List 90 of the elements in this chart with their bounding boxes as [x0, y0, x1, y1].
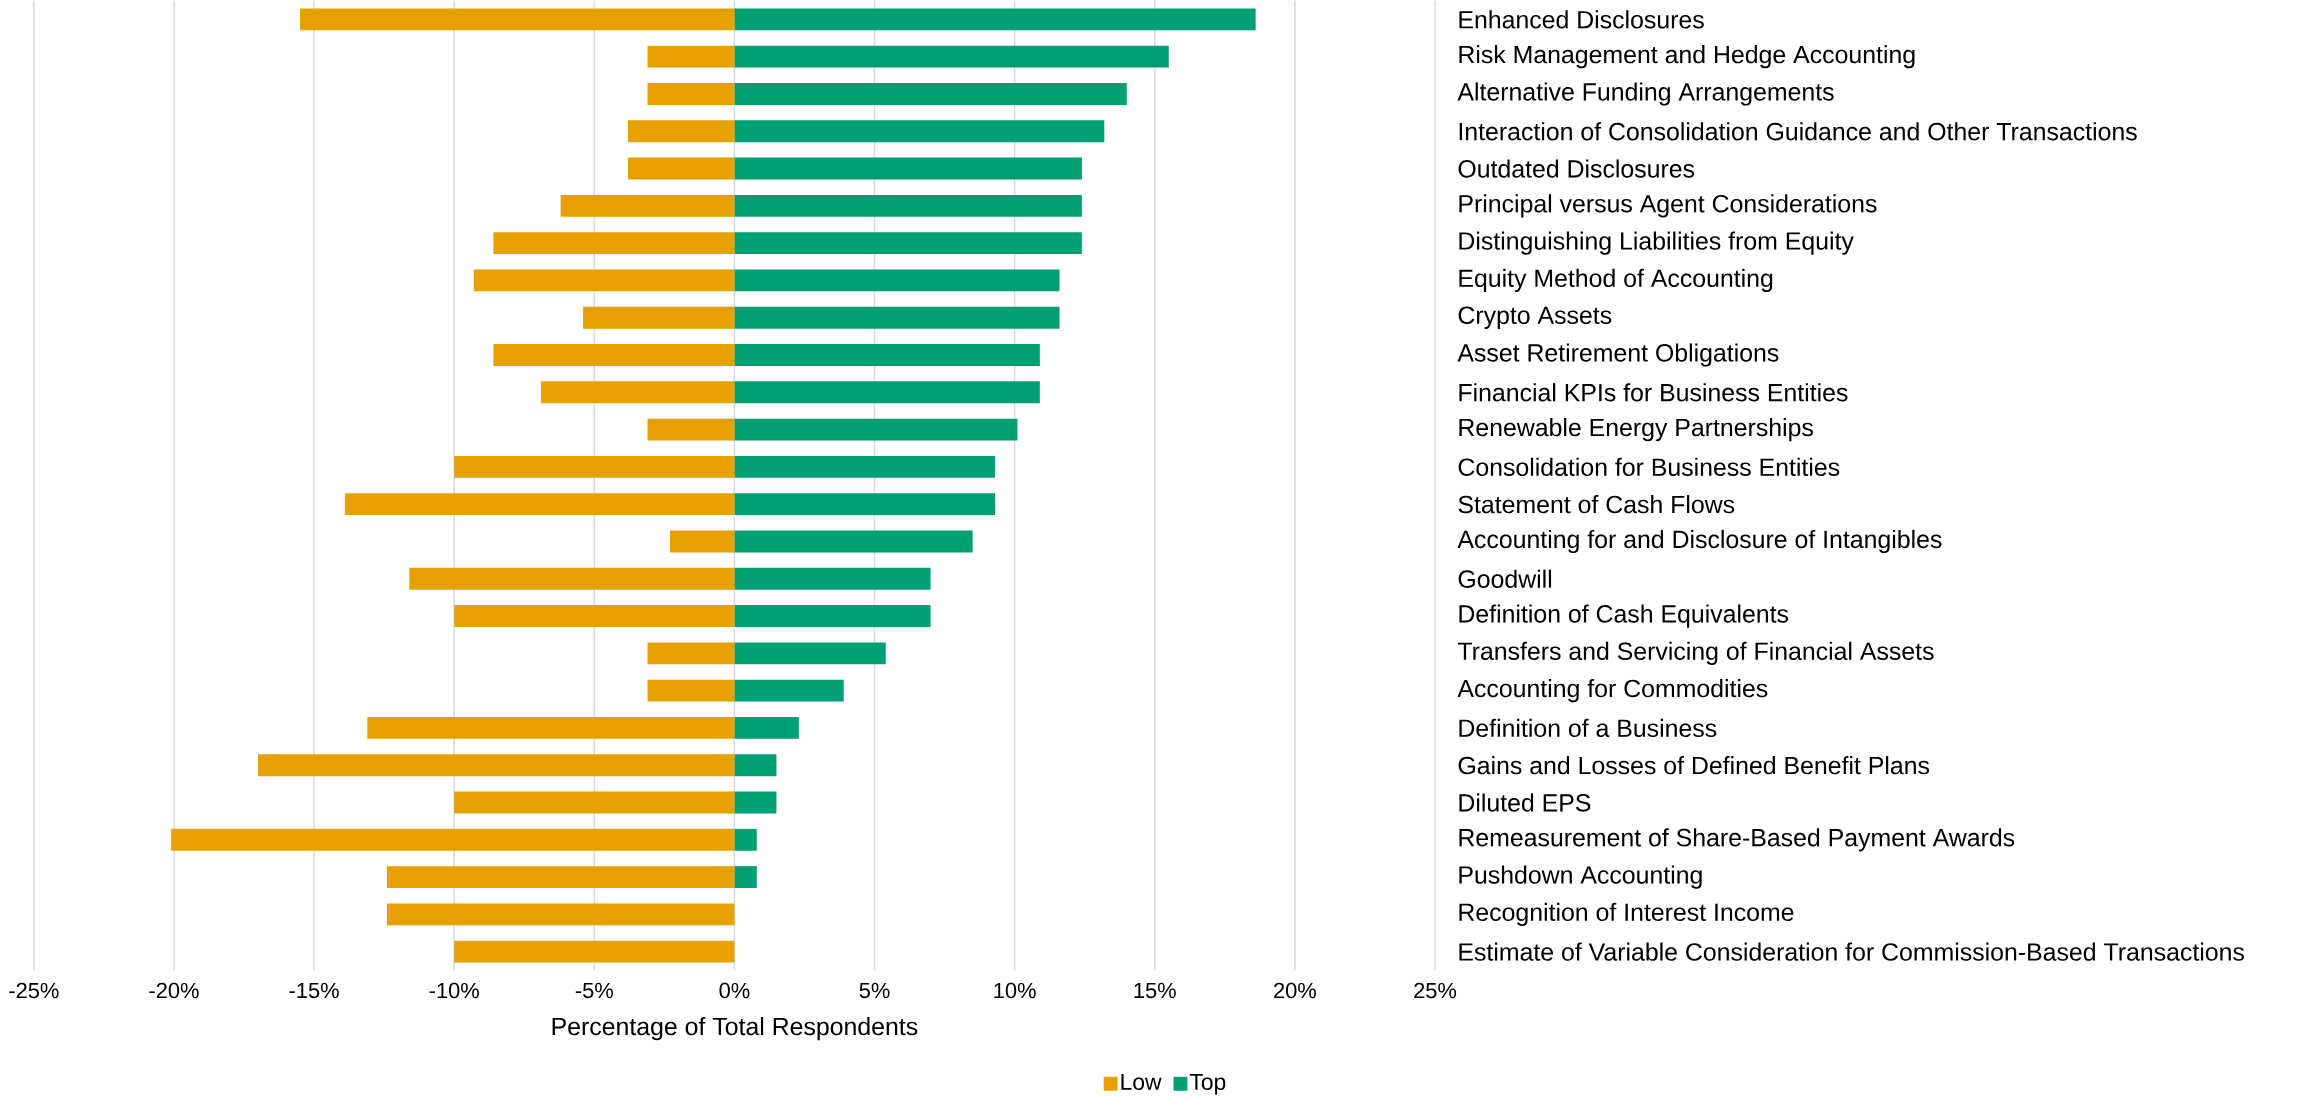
x-tick-label: 5% — [859, 982, 890, 998]
bar — [734, 754, 777, 776]
bar — [647, 82, 735, 105]
y-tick-label: Estimate of Variable Consideration for Commission-Based Transactions — [1459, 942, 2244, 961]
y-tick-label: Distinguishing Liabilities from Equity — [1459, 231, 1854, 255]
y-tick-label: Accounting for and Disclosure of Intangibles — [1457, 529, 1942, 553]
bar — [734, 530, 973, 553]
y-tick-label: Interaction of Consolidation Guidance and Other Transactions — [1459, 121, 2137, 141]
y-tick-label: Renewable Energy Partnerships — [1459, 417, 1813, 441]
y-tick-label: Outdated Disclosures — [1458, 159, 1695, 178]
bar — [493, 343, 735, 366]
x-tick-label: 15% — [1134, 982, 1176, 998]
bar — [647, 642, 735, 665]
bar — [734, 381, 1040, 404]
bar — [386, 865, 735, 888]
y-tick-label: Equity Method of Accounting — [1459, 268, 1773, 292]
x-tick-label: 20% — [1274, 982, 1316, 999]
bar — [734, 269, 1060, 292]
y-tick-label: Asset Retirement Obligations — [1457, 343, 1779, 367]
bar — [386, 903, 735, 926]
bar — [734, 791, 777, 814]
y-tick-label: Alternative Funding Arrangements — [1457, 82, 1834, 106]
x-tick-label: -15% — [289, 982, 339, 998]
x-tick-label: 10% — [994, 982, 1036, 999]
x-axis-title: Percentage of Total Respondents — [552, 1016, 918, 1040]
y-tick-label: Transfers and Servicing of Financial Assets — [1457, 641, 1934, 665]
y-tick-label: Crypto Assets — [1458, 306, 1612, 329]
bar — [541, 381, 735, 404]
bar — [734, 194, 1082, 217]
bar — [734, 828, 757, 851]
bar — [409, 567, 735, 590]
bar — [734, 231, 1082, 254]
y-tick-label: Risk Management and Hedge Accounting — [1459, 44, 1915, 69]
bar — [734, 157, 1082, 180]
bar — [647, 45, 735, 68]
y-tick-label: Recognition of Interest Income — [1459, 902, 1794, 926]
bar — [647, 418, 735, 441]
bar — [454, 604, 735, 627]
bar — [734, 306, 1060, 329]
x-tick-label: -25% — [9, 982, 59, 999]
y-tick-label: Principal versus Agent Considerations — [1459, 194, 1877, 218]
y-tick-label: Pushdown Accounting — [1459, 865, 1702, 889]
bar — [734, 865, 757, 888]
bar — [734, 716, 799, 739]
x-tick-label: 25% — [1414, 982, 1457, 999]
bar — [734, 45, 1169, 68]
bar — [627, 157, 735, 180]
bar — [734, 679, 844, 702]
y-tick-label: Consolidation for Business Entities — [1458, 457, 1840, 476]
legend-label: Low — [1121, 1073, 1162, 1090]
legend-label: Top — [1189, 1073, 1226, 1095]
y-tick-label: Definition of a Business — [1459, 718, 1717, 737]
bar — [734, 604, 931, 627]
bar — [669, 530, 735, 553]
y-tick-label: Definition of Cash Equivalents — [1459, 604, 1789, 628]
x-tick-label: -10% — [429, 982, 479, 999]
y-tick-label: Statement of Cash Flows — [1458, 494, 1735, 514]
bar — [493, 231, 735, 254]
bar — [454, 940, 735, 963]
y-tick-label: Diluted EPS — [1459, 793, 1591, 812]
bar — [473, 269, 735, 292]
y-tick-label: Remeasurement of Share-Based Payment Awards — [1459, 827, 2015, 852]
bar — [300, 8, 735, 31]
y-tick-label: Accounting for Commodities — [1457, 678, 1768, 702]
bar — [734, 493, 996, 515]
y-tick-label: Financial KPIs for Business Entities — [1459, 382, 1848, 402]
bar — [560, 194, 735, 217]
bar — [734, 418, 1018, 441]
bar — [627, 120, 735, 142]
x-tick-label: -20% — [149, 982, 199, 999]
bar — [734, 120, 1105, 142]
bar — [734, 343, 1040, 366]
y-tick-label: Enhanced Disclosures — [1459, 10, 1704, 29]
bar — [171, 828, 735, 851]
bar — [454, 791, 735, 814]
bar — [734, 8, 1256, 31]
bar — [258, 754, 735, 776]
y-tick-label: Gains and Losses of Defined Benefit Plans — [1458, 755, 1930, 775]
x-tick-label: -5% — [575, 982, 613, 998]
x-tick-label: 0% — [719, 982, 750, 999]
bar — [734, 567, 931, 590]
bar — [647, 679, 735, 702]
y-tick-label: Goodwill — [1458, 569, 1552, 588]
bar — [367, 716, 735, 739]
bar — [583, 306, 735, 329]
bar — [734, 82, 1127, 105]
bar — [734, 455, 996, 478]
bar — [734, 642, 886, 665]
bar — [344, 493, 735, 515]
bar — [454, 455, 735, 478]
